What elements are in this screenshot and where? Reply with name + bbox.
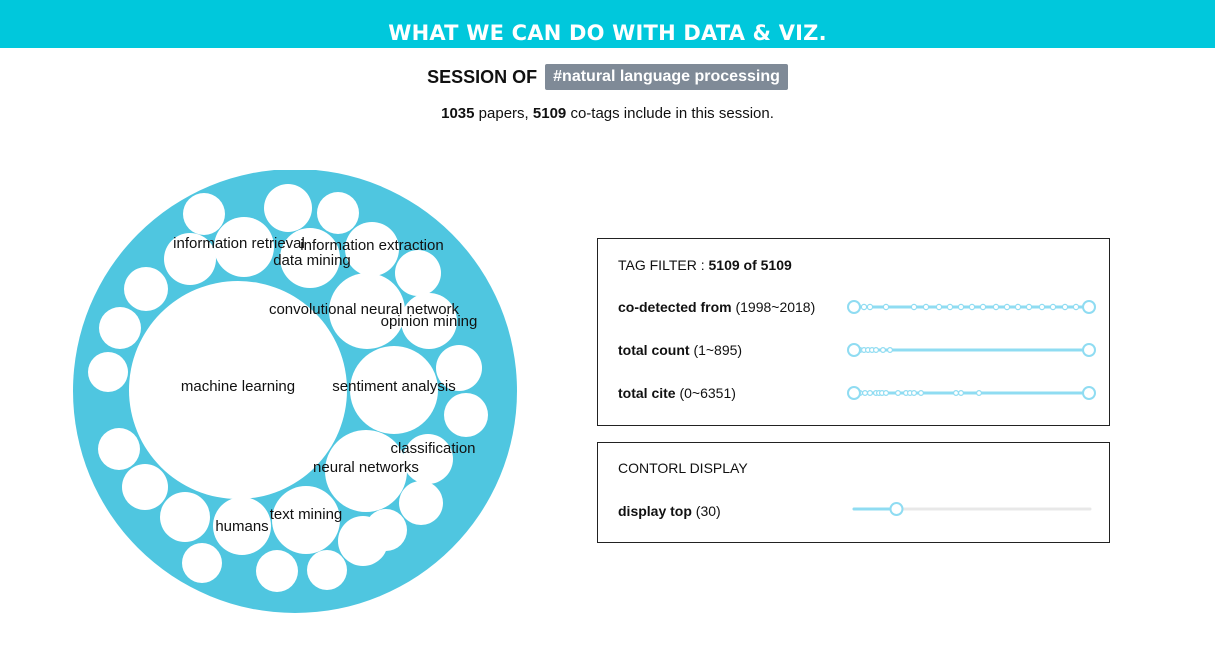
- co-detected-range: (1998~2018): [735, 299, 816, 315]
- slider-handle-max[interactable]: [1082, 300, 1096, 314]
- co-detected-label: co-detected from: [618, 299, 732, 315]
- bubble-machine-learning[interactable]: [129, 281, 347, 499]
- bubble[interactable]: [183, 193, 225, 235]
- display-top-label: display top: [618, 503, 692, 519]
- bubble-humans[interactable]: [213, 497, 271, 555]
- total-count-label: total count: [618, 342, 690, 358]
- display-top-value: (30): [695, 503, 721, 519]
- bubble[interactable]: [264, 184, 312, 232]
- slider-handle[interactable]: [889, 502, 904, 516]
- co-detected-row: co-detected from (1998~2018): [618, 299, 815, 315]
- bubble-data-mining[interactable]: [280, 228, 340, 288]
- label-sentiment-analysis: sentiment analysis: [332, 378, 455, 395]
- display-top-row: display top (30): [618, 503, 721, 519]
- page-title: WHAT WE CAN DO WITH DATA & VIZ.: [388, 21, 827, 45]
- bubble-text-mining[interactable]: [272, 486, 340, 554]
- label-classification: classification: [390, 440, 475, 457]
- bubble-neural-networks[interactable]: [325, 430, 407, 512]
- bubble-sentiment-analysis[interactable]: [350, 346, 438, 434]
- bubble[interactable]: [164, 233, 216, 285]
- label-machine-learning: machine learning: [181, 378, 295, 395]
- bubble[interactable]: [444, 393, 488, 437]
- bubble[interactable]: [98, 428, 140, 470]
- bubble[interactable]: [256, 550, 298, 592]
- slider-handle-max[interactable]: [1082, 343, 1096, 357]
- bubble[interactable]: [338, 516, 388, 566]
- label-information-extraction: information extraction: [300, 237, 443, 254]
- bubble[interactable]: [122, 464, 168, 510]
- session-label: SESSION OF: [427, 66, 538, 87]
- total-cite-range: (0~6351): [679, 385, 736, 401]
- session-stats: 1035 papers, 5109 co-tags include in thi…: [0, 105, 1215, 122]
- slider-tick-marks: [857, 346, 893, 354]
- tag-filter-count: 5109 of 5109: [708, 257, 792, 273]
- papers-count: 1035: [441, 105, 475, 122]
- tag-bubbles: [88, 184, 488, 592]
- display-top-slider[interactable]: [848, 499, 1098, 519]
- slider-tick-marks: [860, 303, 1080, 311]
- cotags-count: 5109: [532, 105, 567, 122]
- slider-handle-min[interactable]: [847, 386, 861, 400]
- bubble-convolutional[interactable]: [329, 273, 405, 349]
- control-display-title: CONTORL DISPLAY: [618, 460, 748, 476]
- bubble-labels: machine learning sentiment analysis neur…: [173, 235, 477, 535]
- total-count-slider[interactable]: [846, 340, 1096, 360]
- total-cite-slider[interactable]: [846, 383, 1096, 403]
- label-information-retrieval: information retrieval: [173, 235, 305, 252]
- top-banner: WHAT WE CAN DO WITH DATA & VIZ.: [0, 0, 1215, 48]
- bubble[interactable]: [395, 250, 441, 296]
- bubble[interactable]: [88, 352, 128, 392]
- slider-handle-min[interactable]: [847, 300, 861, 314]
- bubble[interactable]: [99, 307, 141, 349]
- label-convolutional: convolutional neural network: [269, 301, 460, 318]
- bubble[interactable]: [436, 345, 482, 391]
- bubble-opinion-mining[interactable]: [401, 293, 457, 349]
- tag-bubble-chart: machine learning sentiment analysis neur…: [73, 170, 517, 613]
- papers-word: papers,: [478, 105, 529, 122]
- control-display-panel: CONTORL DISPLAY display top (30): [597, 442, 1110, 543]
- label-data-mining: data mining: [273, 252, 351, 269]
- bubble-information-retrieval[interactable]: [214, 217, 274, 277]
- label-opinion-mining: opinion mining: [381, 313, 478, 330]
- total-count-range: (1~895): [693, 342, 743, 358]
- slider-handle-min[interactable]: [847, 343, 861, 357]
- bubble[interactable]: [307, 550, 347, 590]
- bubble[interactable]: [124, 267, 168, 311]
- total-count-row: total count (1~895): [618, 342, 742, 358]
- tag-filter-title: TAG FILTER : 5109 of 5109: [618, 257, 792, 273]
- bubble[interactable]: [399, 481, 443, 525]
- tag-filter-prefix: TAG FILTER :: [618, 257, 709, 273]
- co-detected-slider[interactable]: [846, 297, 1096, 317]
- total-cite-label: total cite: [618, 385, 676, 401]
- bubble[interactable]: [182, 543, 222, 583]
- label-humans: humans: [215, 518, 268, 535]
- session-header: SESSION OF #natural language processing: [0, 62, 1215, 92]
- bubble-classification[interactable]: [403, 434, 453, 484]
- cotags-suffix: co-tags include in this session.: [570, 105, 774, 122]
- bubble[interactable]: [317, 192, 359, 234]
- slider-handle-max[interactable]: [1082, 386, 1096, 400]
- bubble[interactable]: [160, 492, 210, 542]
- tag-filter-panel: TAG FILTER : 5109 of 5109 co-detected fr…: [597, 238, 1110, 426]
- label-text-mining: text mining: [270, 506, 343, 523]
- label-neural-networks: neural networks: [313, 459, 419, 476]
- session-tag-badge[interactable]: #natural language processing: [545, 64, 788, 90]
- slider-tick-marks: [857, 389, 983, 397]
- bubble-information-extraction[interactable]: [345, 222, 399, 276]
- total-cite-row: total cite (0~6351): [618, 385, 736, 401]
